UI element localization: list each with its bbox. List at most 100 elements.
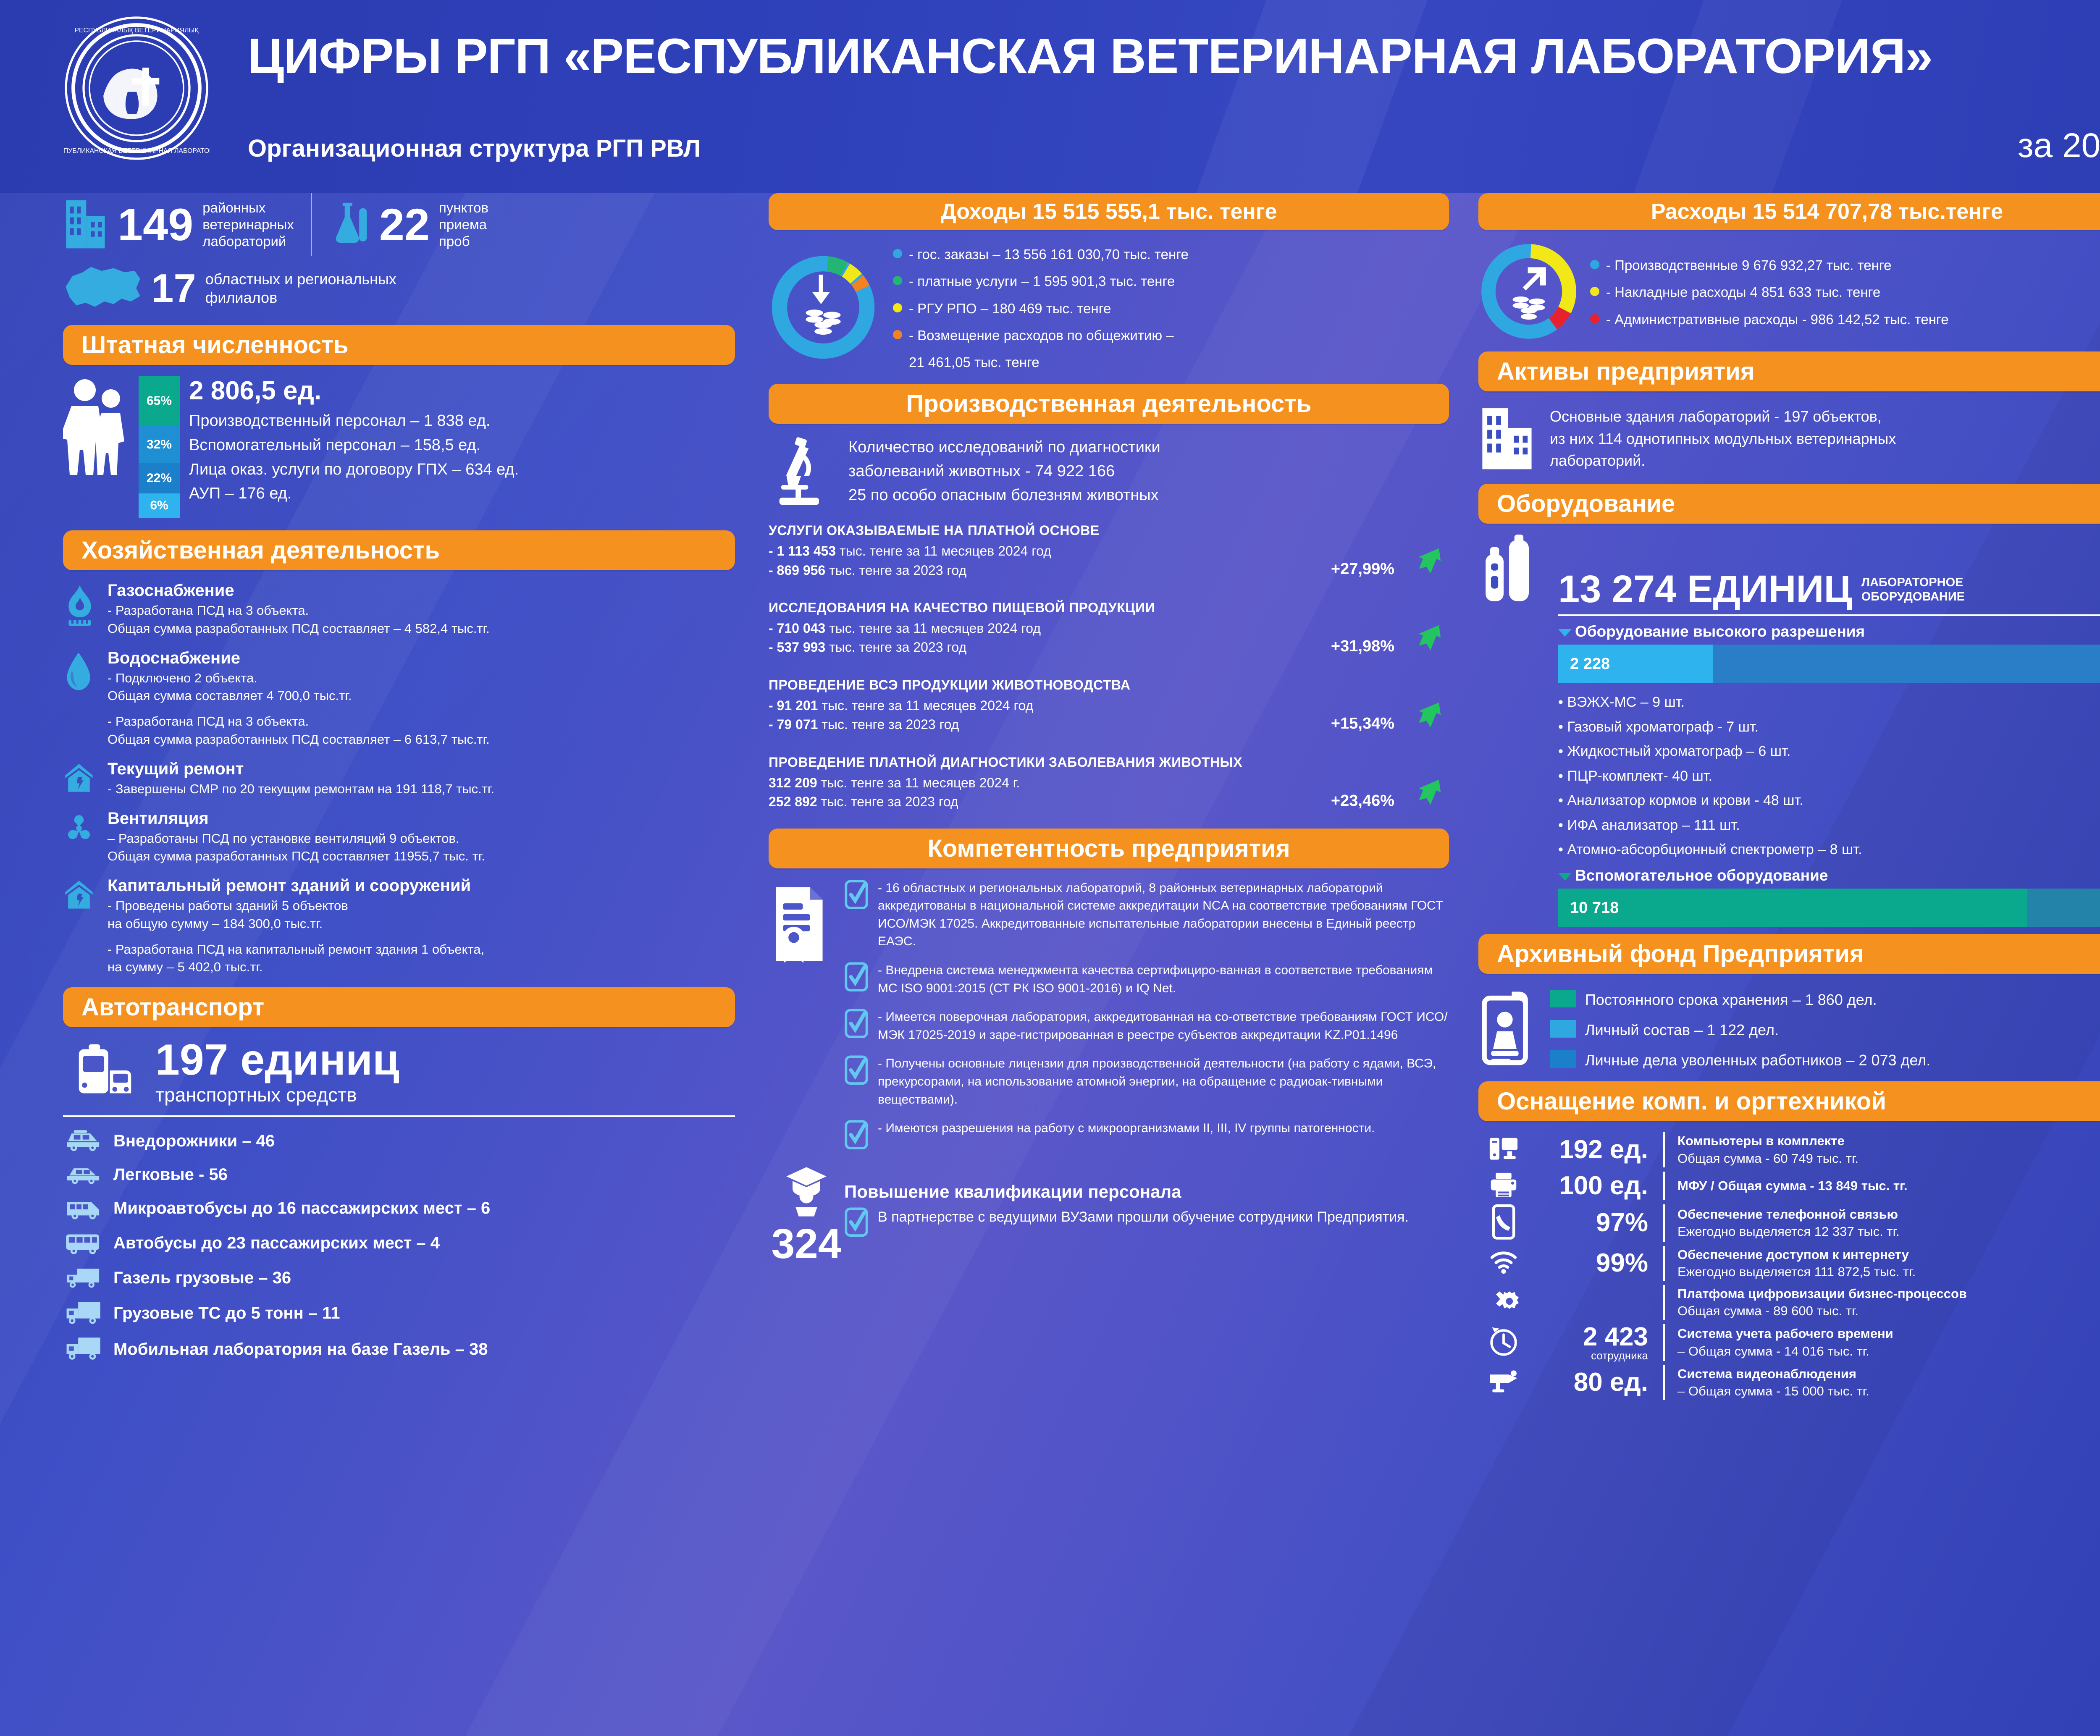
it-divider [1663, 1171, 1665, 1200]
transport-item-label: Микроавтобусы до 16 пассажирских мест – … [113, 1199, 491, 1218]
it-text: Обеспечение доступом к интернету Ежегодно… [1677, 1247, 1916, 1280]
kpi-card: ИССЛЕДОВАНИЯ НА КАЧЕСТВО ПИЩЕВОЙ ПРОДУКЦ… [769, 597, 1449, 663]
water-drop-icon [63, 649, 100, 749]
it-row: 99% Обеспечение доступом к интернету Ежег… [1478, 1246, 2100, 1281]
economy-item-line: - Разработана ПСД на 3 объекта. [108, 714, 309, 729]
staff-item: Производственный персонал – 1 838 ед. [189, 412, 491, 430]
page-header: РЕСПУБЛИКАЛЫҚ ВЕТЕРИНАРИЯЛЫҚ РЕСПУБЛИКАН… [0, 0, 2100, 193]
ventilation-icon [63, 809, 100, 866]
income-legend-item: - Возмещение расходов по общежитию – [893, 322, 1189, 349]
it-row: 100 ед. МФУ / Общая сумма - 13 849 тыс. … [1478, 1171, 2100, 1200]
it-row: 80 ед. Система видеонаблюдения – Общая су… [1478, 1365, 2100, 1400]
competence-list: - 16 областных и региональных лаборатори… [844, 879, 1449, 1163]
income-legend-item: - РГУ РПО – 180 469 тыс. тенге [893, 295, 1189, 322]
competence-text: - Имеются разрешения на работу с микроор… [878, 1121, 1375, 1135]
income-donut-chart [769, 253, 886, 364]
it-divider [1663, 1132, 1665, 1167]
competence-text: - 16 областных и региональных лаборатори… [878, 881, 1444, 949]
equipment-section-title: Оборудование [1478, 483, 2100, 524]
checkbox-checked-icon [844, 1008, 870, 1044]
economy-item-title: Капитальный ремонт зданий и сооружений [108, 876, 471, 895]
it-row: 192 ед. Компьютеры в комплекте Общая сумм… [1478, 1132, 2100, 1167]
kpi-card: УСЛУГИ ОКАЗЫВАЕМЫЕ НА ПЛАТНОЙ ОСНОВЕ - 1… [769, 519, 1449, 586]
competence-text: - Имеется поверочная лаборатория, аккред… [878, 1010, 1448, 1042]
it-value: 97% [1596, 1208, 1648, 1238]
competence-item: - Имеется поверочная лаборатория, аккред… [844, 1008, 1449, 1044]
house-repair-icon [63, 876, 100, 976]
checkbox-checked-icon [844, 1120, 870, 1152]
clock-icon [1478, 1326, 1529, 1358]
phone-icon [1478, 1204, 1529, 1242]
middle-column: Доходы 15 515 555,1 тыс. тенге - гос. за… [769, 193, 1449, 1268]
svg-text:РЕСПУБЛИКАНСКАЯ ВЕТЕРИНАРНАЯ Л: РЕСПУБЛИКАНСКАЯ ВЕТЕРИНАРНАЯ ЛАБОРАТОРИЯ [63, 147, 210, 155]
checkbox-checked-icon [844, 962, 870, 997]
qualification-section: 324 Повышение квалификации персонала В п… [769, 1164, 1449, 1268]
it-text: Система видеонаблюдения – Общая сумма - 1… [1677, 1366, 1869, 1399]
transport-total-sub: транспортных средств [155, 1084, 357, 1106]
income-section-title: Доходы 15 515 555,1 тыс. тенге [769, 193, 1449, 230]
people-icon [60, 376, 139, 479]
economy-item-title: Водоснабжение [108, 648, 240, 667]
kpi-title: УСЛУГИ ОКАЗЫВАЕМЫЕ НА ПЛАТНОЙ ОСНОВЕ [769, 523, 1100, 538]
staff-details: 2 806,5 ед. Производственный персонал – … [189, 376, 519, 506]
equipment-total: 13 274 ЕДИНИЦ [1558, 568, 1852, 611]
economy-item: Текущий ремонт - Завершены СМР по 20 тек… [63, 760, 735, 798]
transport-item: Автобусы до 23 пассажирских мест – 4 [63, 1230, 735, 1256]
equipment-bullet: • Газовый хроматограф - 7 шт. [1558, 719, 1759, 735]
transport-item-label: Внедорожники – 46 [113, 1132, 275, 1151]
it-text: МФУ / Общая сумма - 13 849 тыс. тг. [1677, 1178, 1908, 1193]
kpi-percent: +31,98% [1331, 637, 1394, 655]
transport-item: Газель грузовые – 36 [63, 1265, 735, 1291]
equipment-group-auxiliary: Вспомогательное оборудование 10 718 [1558, 867, 2100, 928]
kpi-card: ПРОВЕДЕНИЕ ПЛАТНОЙ ДИАГНОСТИКИ ЗАБОЛЕВАН… [769, 751, 1449, 818]
expenses-legend-item: - Производственные 9 676 932,27 тыс. тен… [1590, 252, 1949, 279]
staff-segment: 22% [139, 463, 180, 494]
svg-text:РЕСПУБЛИКАЛЫҚ ВЕТЕРИНАРИЯЛЫҚ: РЕСПУБЛИКАЛЫҚ ВЕТЕРИНАРИЯЛЫҚ [74, 27, 199, 34]
economy-item-title: Текущий ремонт [108, 759, 244, 778]
kpi-percent: +23,46% [1331, 792, 1394, 810]
archive-section: Постоянного срока хранения – 1 860 дел. … [1478, 985, 2100, 1075]
assets-section-title: Активы предприятия [1478, 351, 2100, 391]
trend-up-arrow-icon [1410, 774, 1441, 815]
equipment-total-row: 13 274 ЕДИНИЦ ЛАБОРАТОРНОЕ ОБОРУДОВАНИЕ [1478, 534, 2100, 611]
organization-seal-icon: РЕСПУБЛИКАЛЫҚ ВЕТЕРИНАРИЯЛЫҚ РЕСПУБЛИКАН… [50, 15, 223, 162]
staff-item: Вспомогательный персонал – 158,5 ед. [189, 436, 481, 454]
archive-legend: Постоянного срока хранения – 1 860 дел. … [1550, 985, 1930, 1075]
competence-icons-column [769, 879, 844, 1163]
equipment-bullet: • Анализатор кормов и крови - 48 шт. [1558, 792, 1803, 809]
staff-segment: 32% [139, 426, 180, 464]
it-divider [1663, 1324, 1665, 1361]
transport-section-title: Автотранспорт [63, 987, 735, 1028]
competence-section-title: Компетентность предприятия [769, 828, 1449, 868]
equipment-total-sub: ЛАБОРАТОРНОЕ ОБОРУДОВАНИЕ [1861, 575, 1965, 604]
archive-legend-item: Постоянного срока хранения – 1 860 дел. [1550, 985, 1930, 1015]
sample-points-label: пунктов приема проб [439, 199, 489, 249]
it-value: 192 ед. [1559, 1135, 1648, 1164]
transport-item-label: Автобусы до 23 пассажирских мест – 4 [113, 1234, 440, 1253]
equipment-group-high-res: Оборудование высокого разрешения 2 228 [1558, 623, 2100, 684]
kpi-percent: +15,34% [1331, 714, 1394, 732]
truck-icon [63, 1300, 103, 1327]
it-section-title: Оснащение комп. и оргтехникой [1478, 1081, 2100, 1122]
economy-item-title: Газоснабжение [108, 581, 234, 600]
transport-item-label: Мобильная лаборатория на базе Газель – 3… [113, 1340, 488, 1358]
expenses-donut-chart [1478, 241, 1583, 344]
income-legend: - гос. заказы – 13 556 161 030,70 тыс. т… [893, 241, 1189, 376]
expenses-section: - Производственные 9 676 932,27 тыс. тен… [1478, 241, 2100, 344]
certificate-icon [769, 879, 844, 967]
district-labs-label: районных ветеринарных лабораторий [202, 199, 294, 249]
org-structure-top: 149 районных ветеринарных лабораторий 22… [63, 193, 735, 256]
assets-text: Основные здания лабораторий - 197 объект… [1550, 408, 1896, 469]
kpi-line: - 710 043 тыс. тенге за 11 месяцев 2024 … [769, 621, 1041, 636]
kazakhstan-map-icon [63, 263, 151, 314]
graduate-icon [769, 1164, 844, 1220]
trend-up-arrow-icon [1410, 619, 1441, 661]
equipment-bullet: • ВЭЖХ-МС – 9 шт. [1558, 694, 1685, 711]
transport-item: Микроавтобусы до 16 пассажирских мест – … [63, 1196, 735, 1222]
equipment-group-title: Вспомогательное оборудование [1558, 867, 2100, 884]
transport-item-label: Грузовые ТС до 5 тонн – 11 [113, 1304, 340, 1323]
left-column: 149 районных ветеринарных лабораторий 22… [60, 193, 735, 1371]
expenses-legend-item: - Административные расходы - 986 142,52 … [1590, 306, 1949, 333]
kpi-title: ПРОВЕДЕНИЕ ПЛАТНОЙ ДИАГНОСТИКИ ЗАБОЛЕВАН… [769, 754, 1243, 770]
kpi-line: - 91 201 тыс. тенге за 11 месяцев 2024 г… [769, 698, 1034, 713]
